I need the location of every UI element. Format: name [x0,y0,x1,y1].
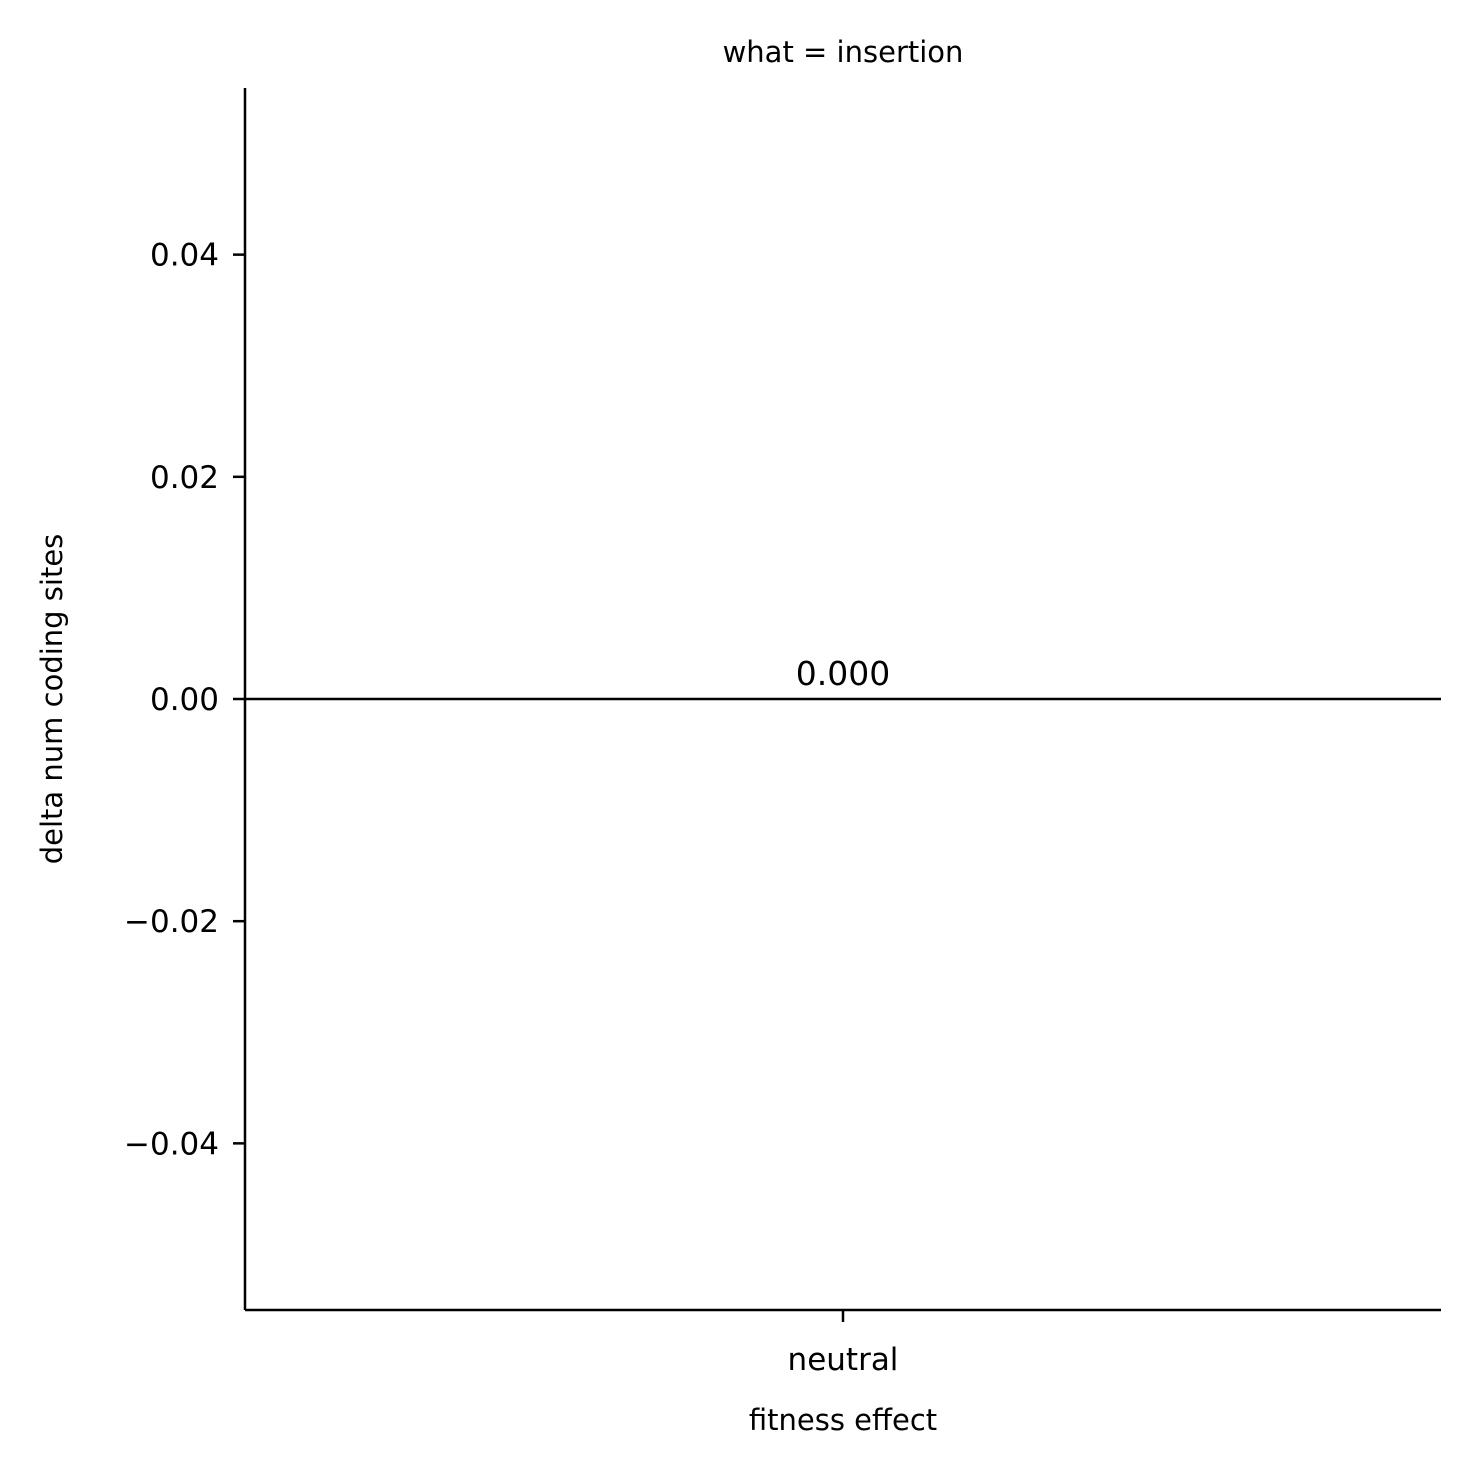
x-axis-label: fitness effect [749,1403,937,1437]
y-tick-label: 0.02 [150,460,219,496]
y-axis-label: delta num coding sites [35,534,69,865]
plot-marks: 0.000 [245,654,1441,701]
x-ticks: neutral [788,1310,899,1378]
x-tick-label: neutral [788,1342,899,1378]
y-tick-label: 0.04 [150,238,219,274]
y-tick-label: 0.00 [150,682,219,718]
chart-title: what = insertion [723,35,964,69]
y-ticks: −0.04 −0.02 0.00 0.02 0.04 [124,238,245,1162]
data-label: 0.000 [796,654,890,693]
y-tick-label: −0.02 [124,904,219,940]
y-tick-label: −0.04 [124,1126,219,1162]
